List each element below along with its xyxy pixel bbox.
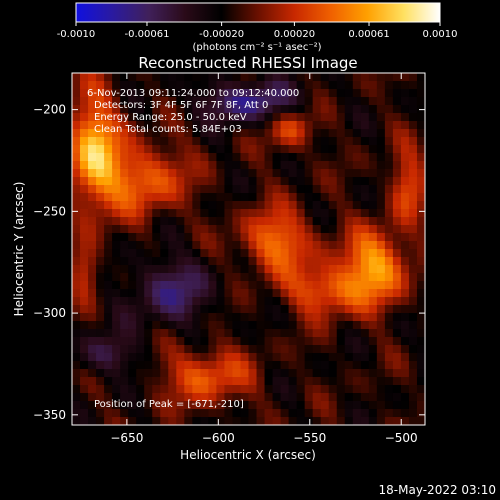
colorbar-tick-label: 0.00020 [274, 29, 315, 40]
annotation-time-range: 6-Nov-2013 09:11:24.000 to 09:12:40.000 [87, 88, 299, 99]
colorbar-tick-label: 0.00061 [348, 29, 389, 40]
x-tick-label: −500 [385, 431, 418, 445]
y-tick-label: −300 [33, 306, 66, 320]
colorbar-unit: (photons cm⁻² s⁻¹ asec⁻²) [192, 42, 321, 53]
y-tick-label: −250 [33, 204, 66, 218]
annotation-detectors: Detectors: 3F 4F 5F 6F 7F 8F, Att 0 [94, 100, 268, 111]
y-axis-label: Heliocentric Y (arcsec) [12, 182, 26, 317]
annotation-clean-counts: Clean Total counts: 5.84E+03 [94, 124, 242, 135]
annotation-energy: Energy Range: 25.0 - 50.0 keV [94, 112, 247, 123]
timestamp: 18-May-2022 03:10 [379, 483, 496, 497]
x-tick-label: −600 [202, 431, 235, 445]
colorbar-tick-label: 0.0010 [423, 29, 458, 40]
colorbar-tick-label: -0.0010 [57, 29, 96, 40]
colorbar-ticks: -0.0010 -0.00061 -0.00020 0.00020 0.00061 0.0… [57, 22, 458, 40]
x-axis-label: Heliocentric X (arcsec) [180, 448, 316, 462]
colorbar-tick-label: -0.00061 [124, 29, 169, 40]
annotation-peak-position: Position of Peak = [-671,-210] [94, 399, 244, 410]
y-tick-label: −200 [33, 103, 66, 117]
y-tick-label: −350 [33, 408, 66, 422]
x-tick-label: −650 [110, 431, 143, 445]
colorbar-tick-label: -0.00020 [199, 29, 244, 40]
x-tick-label: −550 [293, 431, 326, 445]
colorbar [75, 2, 441, 23]
plot-frame [71, 72, 426, 426]
axes: −650 −600 −550 −500 −200 −250 −300 −350 [33, 73, 425, 445]
heatmap-image [72, 73, 425, 425]
chart-title: Reconstructed RHESSI Image [138, 54, 357, 72]
